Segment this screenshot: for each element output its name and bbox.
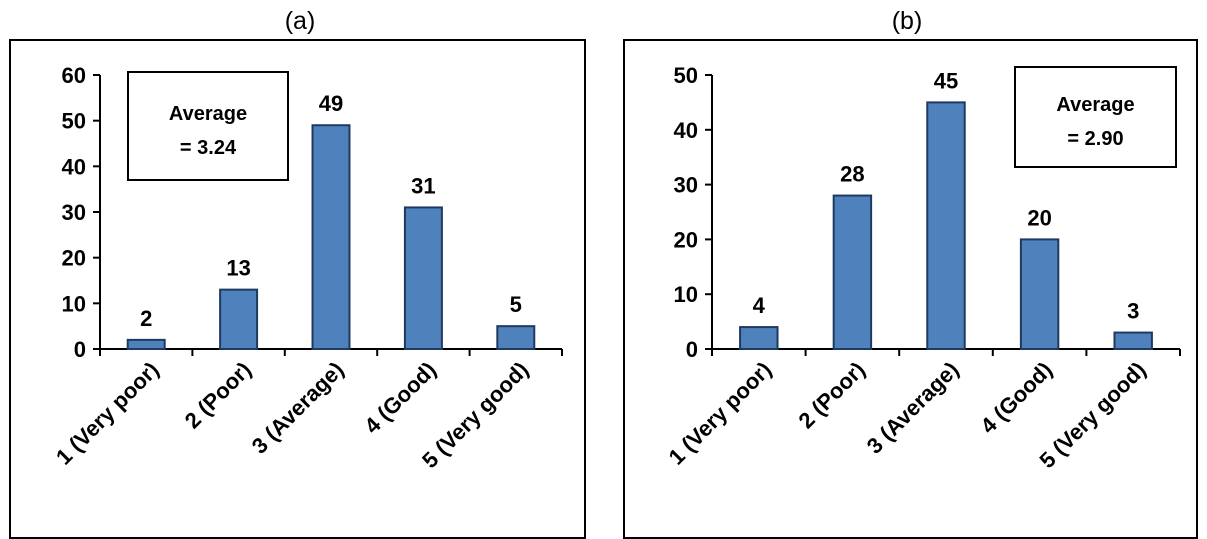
average-text: Average: [1056, 94, 1134, 116]
bar: [1019, 238, 1060, 350]
average-text: = 3.24: [180, 137, 237, 159]
bar: [403, 206, 443, 350]
average-text: = 2.90: [1067, 128, 1123, 150]
data-label: 31: [411, 173, 435, 198]
data-label: 49: [319, 91, 343, 116]
panel-label-a: (a): [284, 7, 316, 35]
average-box: [127, 71, 289, 181]
y-tick-label: 20: [62, 246, 86, 271]
data-label: 5: [510, 292, 522, 317]
y-tick-label: 40: [674, 118, 698, 143]
chart-panel-b: (b) 0 10 20 30 40 50 4 1 (Very poor) 28 2 (Poor) 4…: [607, 0, 1207, 539]
data-label: 13: [226, 256, 250, 281]
bar-chart-a: 0 10 20 30 40 50 60 2 1 (Very poor) 13 2 (Poor) 49 3…: [9, 39, 586, 539]
data-label: 2: [140, 306, 152, 331]
bar: [126, 338, 166, 351]
chart-frame: [9, 39, 586, 539]
average-text: Average: [169, 103, 247, 125]
bar: [832, 194, 873, 350]
bar: [219, 288, 259, 350]
data-label: 20: [1027, 205, 1051, 230]
bar: [926, 101, 966, 351]
category-label: 3 (Average): [862, 357, 964, 459]
category-label: 4 (Good): [359, 357, 441, 439]
y-tick-label: 50: [62, 109, 86, 134]
panel-label-b: (b): [891, 7, 923, 35]
data-label: 28: [840, 162, 864, 187]
y-tick-label: 10: [674, 282, 698, 307]
bar: [311, 124, 351, 350]
y-tick-label: 10: [62, 291, 86, 316]
category-label: 2 (Poor): [180, 357, 256, 433]
y-tick-label: 30: [674, 173, 698, 198]
category-label: 2 (Poor): [793, 357, 869, 433]
chart-frame: [623, 39, 1198, 539]
category-label: 1 (Very poor): [664, 357, 777, 470]
y-tick-label: 60: [62, 63, 86, 88]
bar-chart-b: 0 10 20 30 40 50 4 1 (Very poor) 28 2 (Poor) 45 3 (…: [623, 39, 1198, 539]
bar: [1113, 331, 1153, 350]
y-tick-label: 40: [62, 154, 86, 179]
y-tick-label: 20: [674, 227, 698, 252]
bar: [739, 326, 779, 350]
category-label: 3 (Average): [247, 357, 349, 459]
data-label: 45: [934, 68, 958, 93]
data-label: 4: [753, 293, 766, 318]
average-box: [1014, 66, 1177, 168]
category-label: 4 (Good): [976, 357, 1058, 439]
category-label: 1 (Very poor): [51, 357, 164, 470]
y-tick-label: 30: [62, 200, 86, 225]
y-tick-label: 0: [74, 337, 86, 362]
chart-panel-a: (a) 0 10 20 30 40 50 60 2 1 (Very poor) 13 2 (Poor…: [0, 0, 600, 539]
data-label: 3: [1127, 299, 1139, 324]
y-tick-label: 50: [674, 63, 698, 88]
y-tick-label: 0: [686, 337, 698, 362]
bar: [496, 325, 536, 350]
